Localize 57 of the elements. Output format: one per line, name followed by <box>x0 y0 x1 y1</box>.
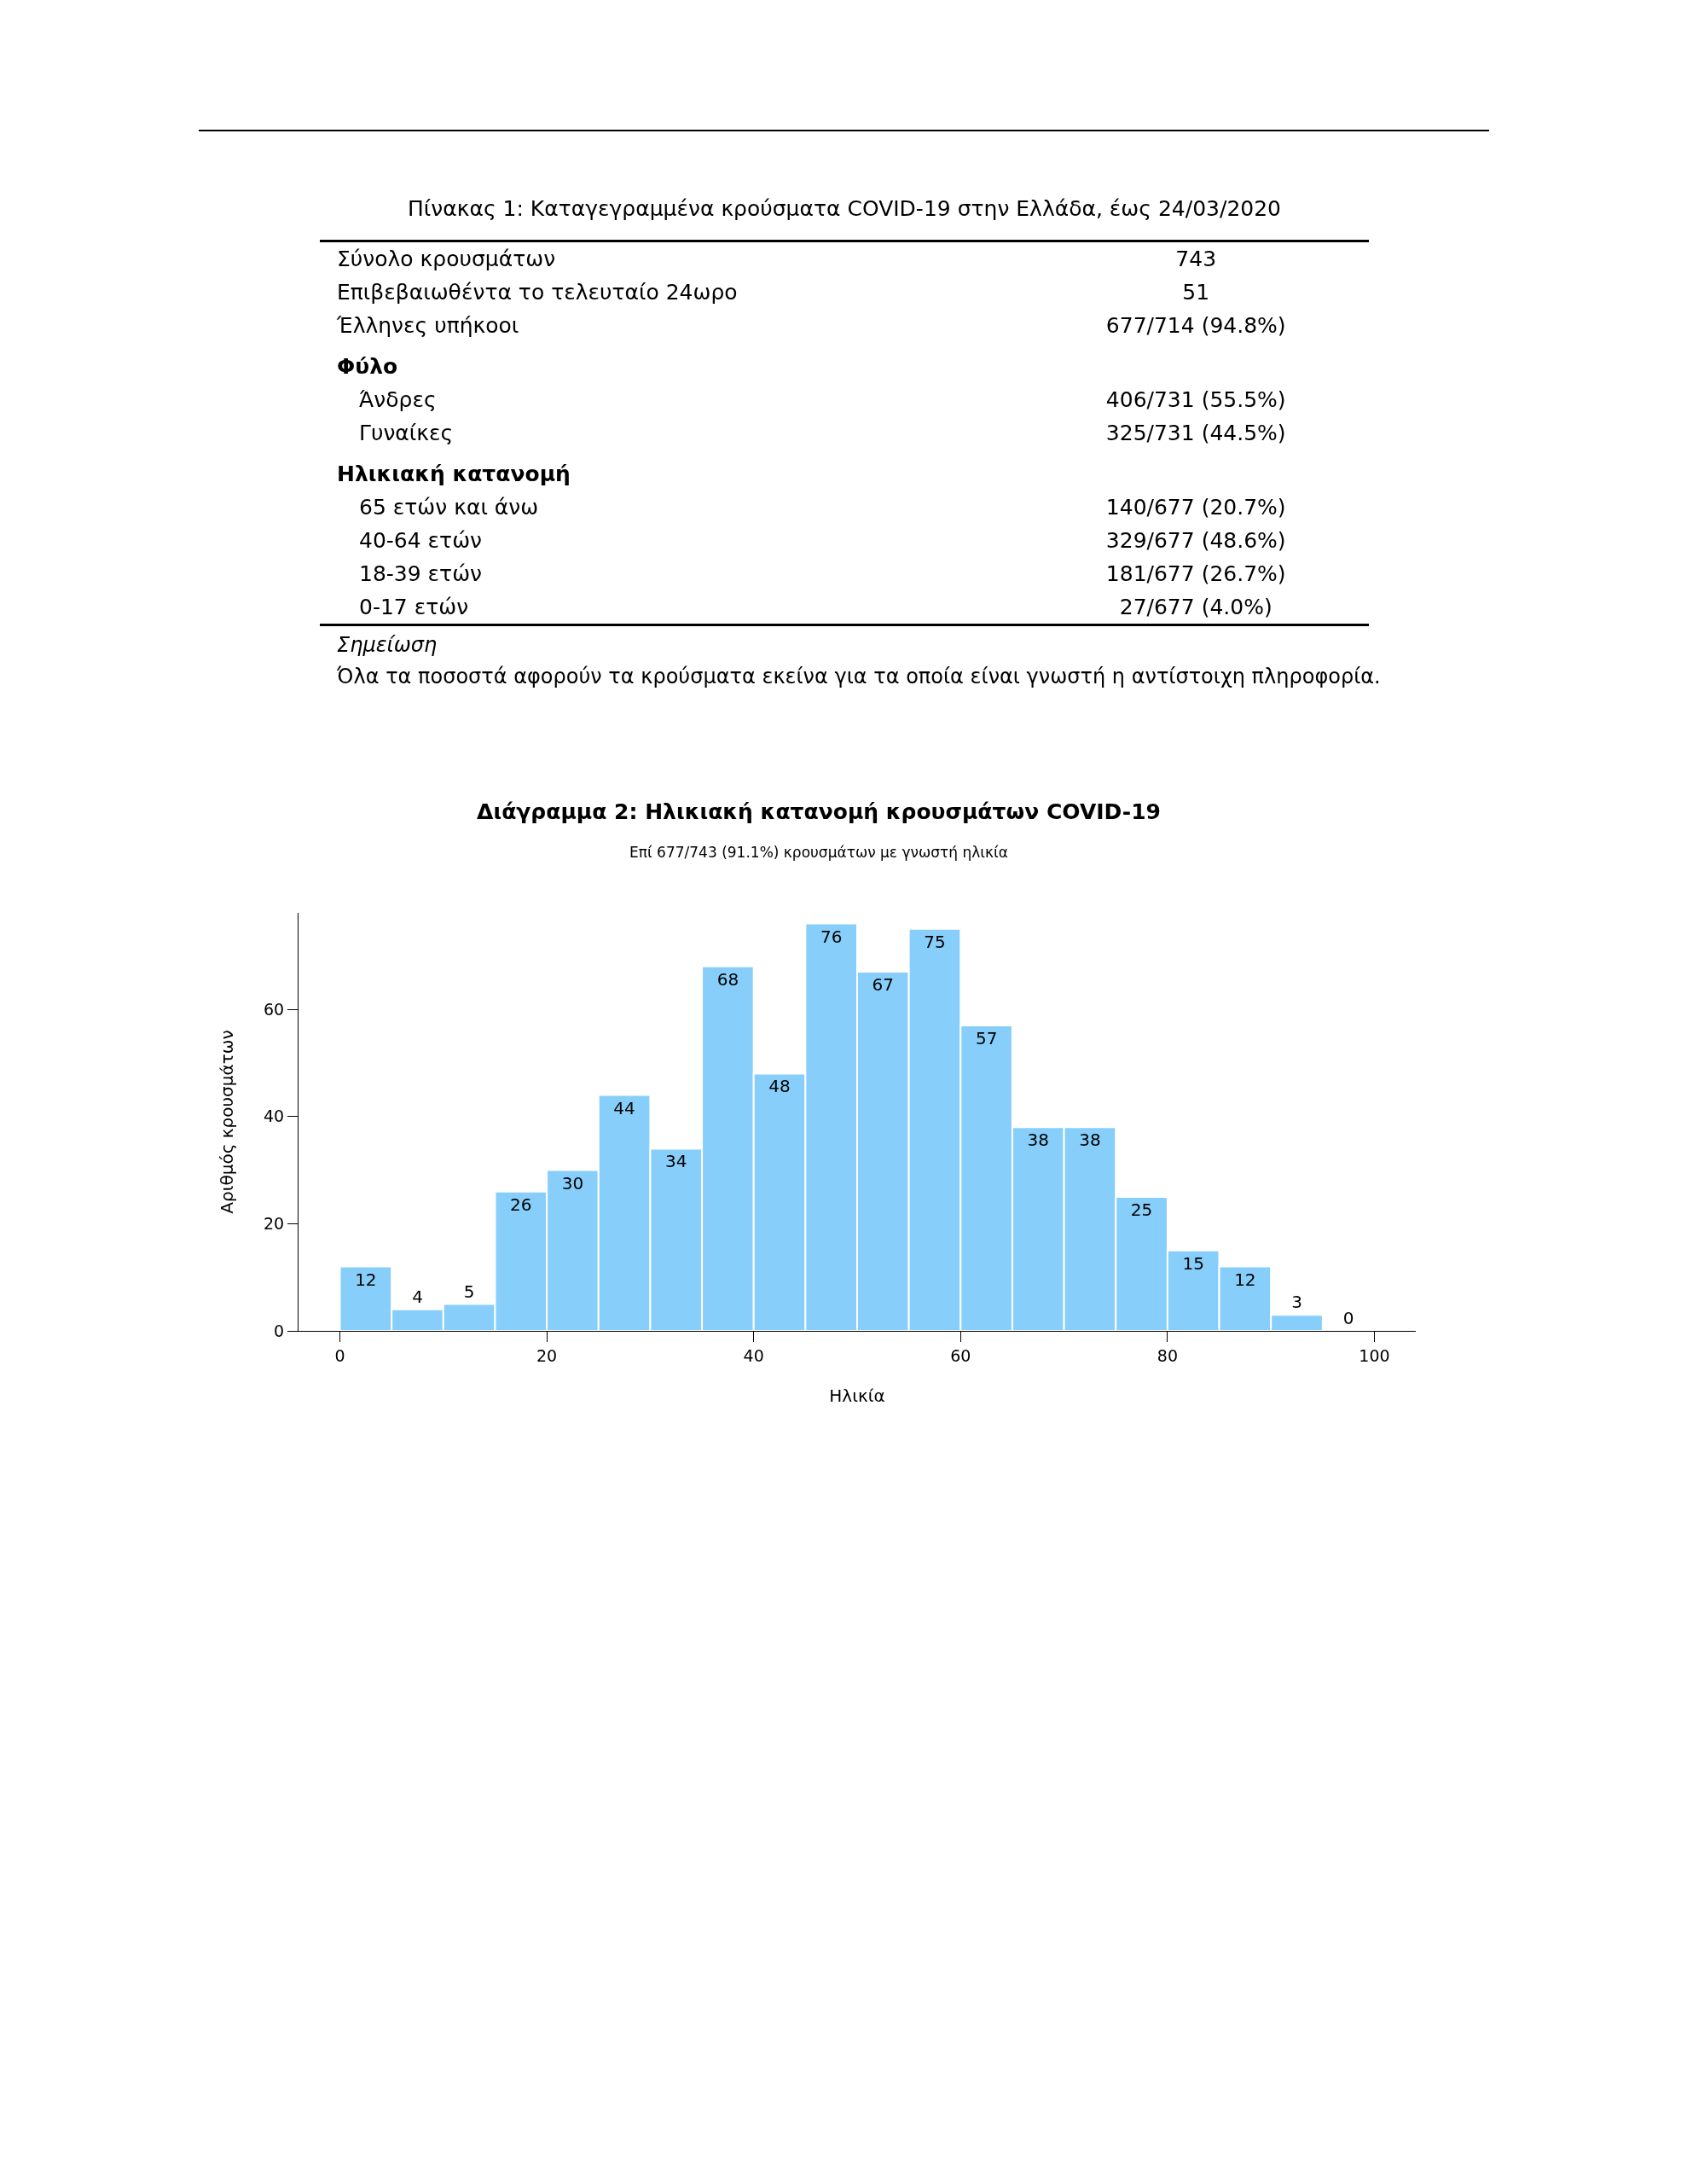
x-axis-title: Ηλικία <box>829 1385 885 1407</box>
data-label: 44 <box>613 1097 635 1118</box>
chart-subtitle: Επί 677/743 (91.1%) κρουσμάτων με γνωστή ηλικία <box>629 844 1009 862</box>
text: 329/677 (48.6%) <box>1105 528 1286 553</box>
y-tick-label: 0 <box>274 1321 285 1340</box>
text: 677/714 (94.8%) <box>1105 313 1286 338</box>
data-label: 26 <box>510 1194 532 1215</box>
text: 27/677 (4.0%) <box>1119 595 1272 619</box>
x-tick-label: 60 <box>950 1345 971 1365</box>
data-label: 0 <box>1342 1308 1354 1328</box>
data-label: 67 <box>872 974 895 996</box>
category-label: Γυναίκες <box>358 420 455 447</box>
y-tick-label: 40 <box>264 1107 285 1126</box>
x-tick-label: 80 <box>1157 1345 1178 1365</box>
data-label: 5 <box>463 1281 475 1302</box>
text: 181/677 (26.7%) <box>1105 561 1286 586</box>
text: Πίνακας 1: Καταγεγραμμένα κρούσματα COVID-19 στην Ελλάδα, έως 24/03/2020 <box>407 196 1282 221</box>
data-label: 38 <box>1027 1130 1049 1151</box>
category-label: 0-17 ετών <box>358 594 470 621</box>
text: 325/731 (44.5%) <box>1105 421 1286 445</box>
text: Όλα τα ποσοστά αφορούν τα κρούσματα εκείνα για τα οποία είναι γνωστή η αντίστοιχη πληροφορία. <box>337 664 1381 691</box>
y-axis-title: Αριθμός κρουσμάτων <box>216 1030 237 1214</box>
y-tick-label: 60 <box>264 999 285 1019</box>
category-label: Σύνολο κρουσμάτων <box>336 246 557 273</box>
data-label: 12 <box>1234 1269 1256 1290</box>
x-tick-label: 40 <box>743 1345 764 1365</box>
data-label: 30 <box>561 1172 584 1194</box>
y-tick-label: 20 <box>264 1214 285 1234</box>
data-label: 34 <box>665 1151 687 1172</box>
text: 406/731 (55.5%) <box>1105 387 1286 412</box>
data-label: 12 <box>355 1269 377 1290</box>
data-label: 38 <box>1079 1130 1101 1151</box>
x-tick-label: 20 <box>536 1345 558 1365</box>
text: 51 <box>1182 280 1210 305</box>
data-label: 75 <box>924 931 946 952</box>
data-label: 15 <box>1182 1252 1204 1274</box>
data-label: 4 <box>412 1286 423 1307</box>
data-label: 68 <box>716 968 739 990</box>
text: 743 <box>1175 247 1217 271</box>
data-label: 48 <box>768 1076 791 1097</box>
category-label: Άνδρες <box>358 386 438 414</box>
data-label: 25 <box>1130 1199 1153 1220</box>
x-tick-label: 100 <box>1359 1345 1390 1365</box>
data-label: 57 <box>975 1027 998 1048</box>
data-label: 3 <box>1291 1292 1302 1313</box>
data-label: 76 <box>820 926 843 947</box>
category-label: 40-64 ετών <box>358 527 484 555</box>
x-tick-label: 0 <box>334 1345 345 1365</box>
category-label: 18-39 ετών <box>358 561 484 588</box>
category-label: Επιβεβαιωθέντα το τελευταίο 24ωρο <box>336 279 739 306</box>
chart-title: Διάγραμμα 2: Ηλικιακή κατανομή κρουσμάτων COVID-19 <box>477 799 1161 825</box>
category-label: Φύλο <box>336 353 399 380</box>
text: 140/677 (20.7%) <box>1105 495 1286 520</box>
text: Σημείωση <box>337 632 438 659</box>
category-label: Έλληνες υπήκοοι <box>336 312 520 340</box>
category-label: Ηλικιακή κατανομή <box>336 461 571 488</box>
category-label: 65 ετών και άνω <box>358 494 540 521</box>
